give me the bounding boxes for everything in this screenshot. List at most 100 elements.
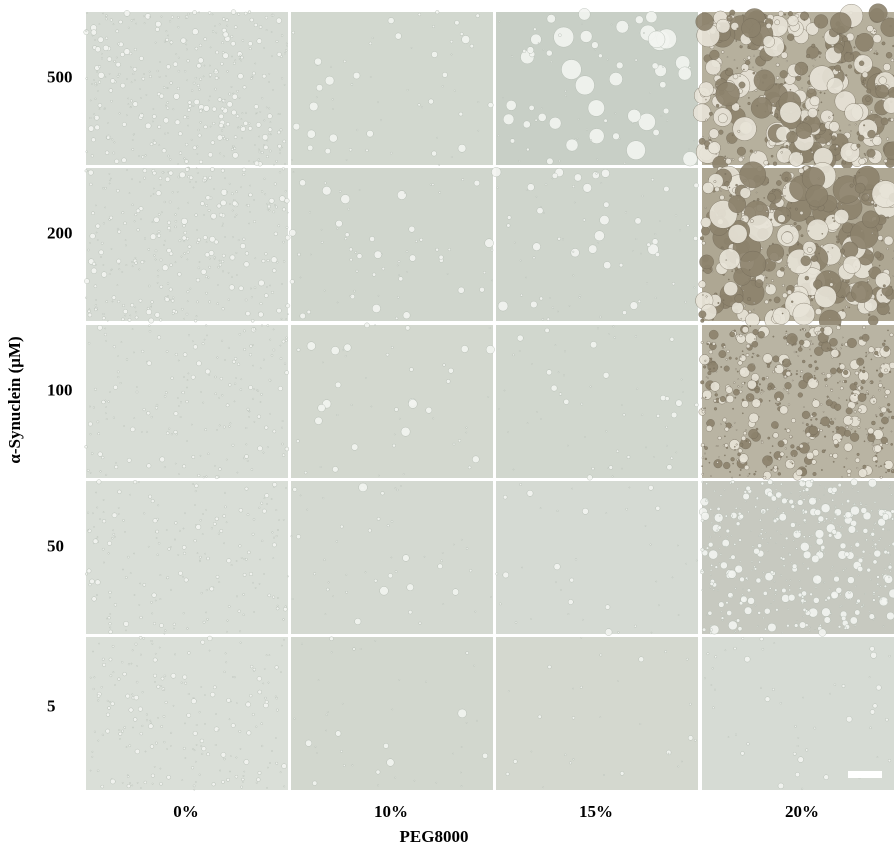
- particle: [107, 122, 108, 123]
- particle: [659, 220, 660, 221]
- particle: [154, 766, 155, 767]
- particle: [160, 259, 162, 261]
- particle: [765, 284, 776, 295]
- particle: [281, 645, 282, 646]
- particle: [790, 208, 791, 209]
- particle: [581, 637, 582, 638]
- particle: [126, 264, 127, 265]
- particle: [125, 315, 126, 316]
- particle: [635, 335, 637, 337]
- particle: [124, 727, 126, 729]
- particle: [726, 69, 728, 71]
- particle: [129, 193, 130, 194]
- particle: [860, 387, 863, 390]
- particle: [118, 513, 119, 514]
- particle: [855, 403, 856, 404]
- particle: [820, 484, 821, 485]
- particle: [113, 530, 114, 531]
- particle: [678, 67, 691, 80]
- particle: [871, 201, 874, 204]
- particle: [645, 525, 646, 526]
- particle: [292, 159, 293, 160]
- particle: [201, 686, 202, 687]
- particle: [182, 236, 186, 240]
- particle: [439, 255, 443, 259]
- particle: [123, 519, 125, 521]
- particle: [531, 751, 532, 752]
- particle: [814, 727, 816, 729]
- particle: [780, 497, 781, 498]
- particle: [839, 263, 840, 264]
- particle: [191, 424, 192, 425]
- particle: [293, 487, 297, 491]
- particle: [325, 614, 326, 615]
- particle: [236, 274, 237, 275]
- particle: [261, 151, 263, 153]
- particle: [163, 715, 165, 717]
- particle: [884, 346, 890, 352]
- particle: [173, 62, 178, 67]
- particle: [627, 141, 646, 160]
- particle: [293, 123, 300, 130]
- particle: [818, 516, 824, 522]
- particle: [685, 301, 687, 303]
- particle: [155, 600, 156, 601]
- particle: [285, 371, 289, 375]
- particle: [371, 406, 372, 407]
- particle: [208, 209, 210, 211]
- particle: [86, 12, 87, 13]
- particle: [436, 10, 440, 14]
- particle: [574, 202, 575, 203]
- particle: [336, 220, 343, 227]
- particle: [173, 623, 176, 626]
- particle: [739, 539, 742, 542]
- particle: [705, 500, 707, 502]
- particle: [215, 393, 217, 395]
- particle: [397, 489, 399, 491]
- micrograph-panel: [289, 168, 493, 321]
- particle: [169, 201, 171, 203]
- particle: [375, 325, 376, 326]
- particle: [803, 499, 805, 501]
- particle: [881, 417, 888, 424]
- particle: [726, 401, 727, 402]
- particle: [163, 118, 168, 123]
- particle: [862, 550, 865, 553]
- particle: [234, 677, 235, 678]
- particle: [110, 19, 113, 22]
- particle: [738, 386, 740, 388]
- particle: [818, 253, 819, 254]
- particle: [751, 97, 772, 118]
- particle: [269, 150, 271, 152]
- particle: [726, 601, 729, 604]
- particle: [668, 753, 669, 754]
- particle: [101, 53, 102, 54]
- particle: [151, 499, 154, 502]
- particle: [266, 286, 267, 287]
- particle: [224, 543, 225, 544]
- particle: [805, 276, 809, 280]
- particle: [152, 783, 153, 784]
- particle: [370, 76, 371, 77]
- particle: [221, 340, 223, 342]
- particle: [815, 308, 821, 314]
- particle: [152, 643, 153, 644]
- particle: [167, 221, 170, 224]
- particle: [149, 318, 154, 323]
- particle: [127, 784, 131, 788]
- micrograph-panel: [85, 324, 289, 479]
- particle: [728, 224, 747, 243]
- particle: [249, 416, 250, 417]
- particle: [254, 105, 258, 109]
- particle: [232, 201, 237, 206]
- particle: [720, 424, 721, 425]
- particle: [421, 107, 422, 108]
- particle: [206, 204, 208, 206]
- particle: [806, 185, 828, 207]
- particle: [184, 318, 185, 319]
- particle: [203, 402, 204, 403]
- particle: [865, 356, 866, 357]
- particle: [164, 133, 165, 134]
- particle: [766, 466, 767, 467]
- particle: [486, 345, 494, 353]
